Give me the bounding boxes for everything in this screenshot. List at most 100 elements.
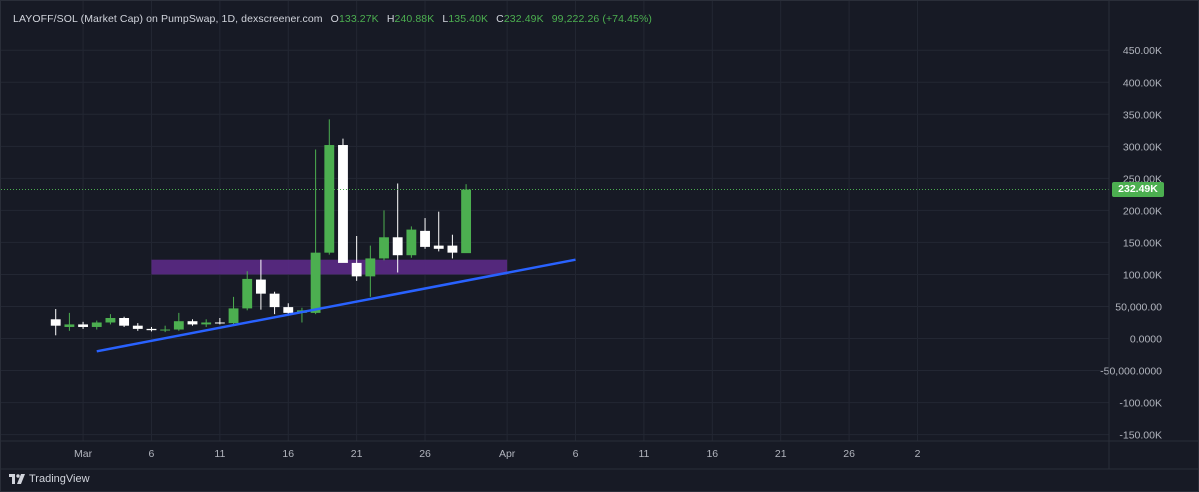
candle-body (324, 145, 335, 253)
candle-body (201, 322, 212, 325)
candle (228, 296, 239, 326)
candle-body (338, 145, 348, 263)
candle (420, 218, 430, 249)
y-tick-label: 450.00K (1123, 45, 1162, 57)
x-tick-label: 26 (843, 448, 855, 460)
high-value: 240.88K (394, 13, 435, 25)
x-tick-label: 16 (282, 448, 294, 460)
candle (132, 323, 143, 331)
candle-body (187, 321, 198, 325)
candle-body (351, 262, 362, 277)
close-key: C (496, 13, 504, 25)
change-value: 99,222.26 (+74.45%) (551, 13, 652, 25)
candles (50, 119, 472, 336)
candle-body (119, 318, 130, 326)
candle (406, 226, 417, 258)
support-zone-layer (151, 259, 508, 275)
candle-body (433, 245, 444, 249)
candle-body (132, 325, 143, 329)
candle (324, 119, 335, 255)
x-tick-label: 2 (915, 448, 921, 460)
low-key: L (442, 13, 449, 25)
candle-body (379, 237, 389, 259)
candle (283, 303, 294, 315)
candle (146, 326, 157, 332)
candle-body (160, 329, 171, 331)
candle-body (78, 324, 88, 327)
candle (392, 183, 403, 273)
x-tick-label: 21 (775, 448, 787, 460)
candle (433, 211, 444, 252)
y-tick-label: -100.00K (1119, 398, 1162, 410)
tradingview-logo[interactable]: TradingView (9, 473, 90, 485)
x-tick-label: 16 (706, 448, 718, 460)
candle (187, 319, 198, 326)
candle-body (64, 324, 75, 327)
x-tick-label: Apr (499, 448, 516, 460)
candle (297, 307, 307, 323)
y-tick-label: 300.00K (1123, 141, 1162, 153)
close-value: 232.49K (503, 13, 544, 25)
candle (105, 314, 116, 325)
x-tick-label: 26 (419, 448, 431, 460)
candle (173, 312, 184, 331)
candle (242, 271, 253, 311)
candle-body (461, 189, 472, 254)
candle (201, 319, 212, 327)
candle-body (105, 318, 116, 323)
candle (160, 325, 171, 333)
support-zone (151, 259, 508, 275)
low-value: 135.40K (448, 13, 489, 25)
tradingview-logo-icon (9, 474, 25, 484)
candle-body (146, 328, 157, 331)
x-tick-label: 21 (351, 448, 363, 460)
x-tick-label: Mar (74, 448, 93, 460)
last-price-badge: 232.49K (1112, 182, 1164, 198)
trendline-layer (1, 189, 1109, 353)
candle-body (91, 322, 102, 327)
candle-body (365, 258, 376, 277)
candle (351, 236, 362, 281)
candle-body (228, 308, 239, 324)
candle (461, 184, 472, 254)
candle-body (406, 229, 417, 256)
candle-body (420, 230, 430, 247)
candle-body (50, 319, 61, 326)
x-tick-label: 11 (638, 448, 649, 460)
candle (365, 245, 376, 297)
candle (379, 210, 389, 261)
y-tick-label: 50,000.00 (1115, 301, 1162, 313)
grid (1, 1, 1109, 441)
candle (91, 320, 102, 330)
y-tick-label: 150.00K (1123, 237, 1162, 249)
y-tick-label: -150.00K (1119, 430, 1162, 442)
candle (78, 321, 88, 329)
y-tick-label: 100.00K (1123, 269, 1162, 281)
y-tick-label: 200.00K (1123, 205, 1162, 217)
symbol-title: LAYOFF/SOL (Market Cap) on PumpSwap, 1D,… (13, 13, 323, 25)
candle-body (255, 279, 266, 294)
y-tick-label: 400.00K (1123, 77, 1162, 89)
candle-body (242, 278, 253, 309)
open-value: 133.27K (338, 13, 379, 25)
candle (119, 316, 130, 327)
candle-body (214, 322, 225, 324)
candle (64, 312, 75, 331)
y-tick-label: 0.0000 (1130, 334, 1162, 346)
candle (447, 234, 458, 259)
candle-body (310, 252, 321, 313)
candle (255, 259, 266, 310)
chart-legend: LAYOFF/SOL (Market Cap) on PumpSwap, 1D,… (13, 13, 657, 25)
open-key: O (330, 13, 339, 25)
candle-body (269, 293, 280, 308)
x-tick-label: 6 (573, 448, 579, 460)
high-key: H (386, 13, 395, 25)
tradingview-logo-text: TradingView (29, 473, 90, 485)
candle-body (392, 237, 403, 256)
candle (310, 149, 321, 315)
x-tick-label: 6 (149, 448, 155, 460)
x-tick-label: 11 (214, 448, 225, 460)
candle-body (283, 307, 294, 313)
